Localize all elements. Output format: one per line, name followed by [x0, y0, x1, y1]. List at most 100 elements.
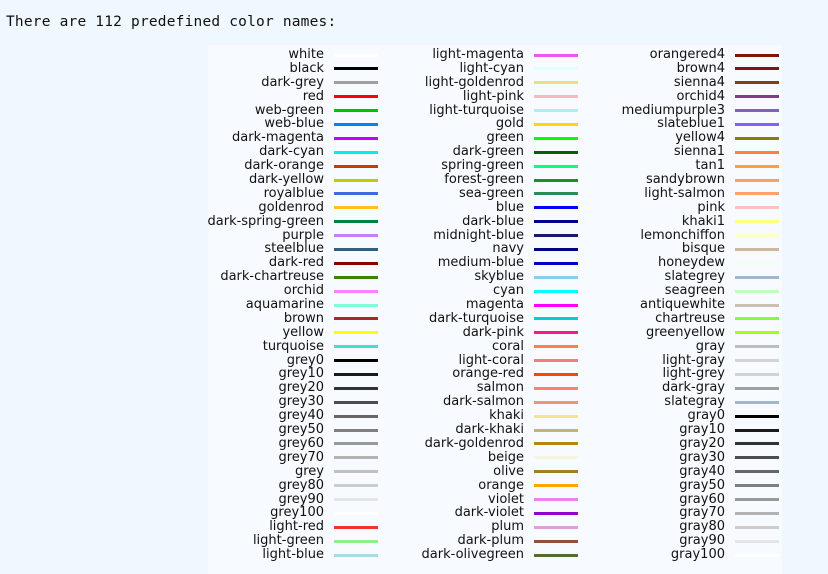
color-swatch-line [334, 386, 378, 390]
color-swatch-line [334, 484, 378, 488]
color-name-label: antiquewhite [640, 297, 725, 313]
color-swatch-line [735, 150, 779, 154]
color-row: orchid [209, 284, 378, 298]
color-row: mediumpurple3 [620, 103, 779, 118]
color-name-label: gray [695, 338, 725, 354]
color-swatch-line [735, 109, 779, 113]
color-name-label: brown4 [676, 60, 725, 76]
color-name-label: dark-spring-green [207, 213, 325, 229]
color-name-label: midnight-blue [433, 227, 524, 243]
color-swatch-line [735, 456, 779, 460]
color-row: gray0 [620, 409, 779, 423]
color-swatch-line [334, 442, 378, 446]
color-row: light-cyan [420, 61, 578, 76]
color-name-label: beige [487, 449, 524, 465]
color-name-label: grey40 [278, 408, 324, 424]
color-swatch-line [334, 150, 378, 154]
color-name-label: grey30 [278, 394, 324, 410]
color-swatch-line [534, 386, 578, 390]
color-name-label: light-red [269, 519, 324, 535]
color-name-label: light-pink [462, 88, 524, 104]
color-name-label: dark-violet [454, 505, 524, 521]
color-name-label: yellow4 [675, 130, 725, 146]
color-row: khaki1 [620, 214, 779, 229]
color-row: seagreen [620, 284, 779, 298]
color-row: dark-grey [209, 75, 378, 90]
color-row: slategrey [620, 270, 779, 284]
color-row: slategray [620, 395, 779, 409]
color-row: brown [209, 312, 378, 326]
color-name-label: grey10 [278, 366, 324, 382]
color-name-label: light-goldenrod [424, 74, 524, 90]
color-name-label: web-green [254, 102, 324, 118]
color-panel [208, 45, 782, 574]
color-name-label: grey [294, 463, 324, 479]
color-swatch-line [735, 484, 779, 488]
color-swatch-line [735, 317, 779, 321]
color-swatch-line [735, 331, 779, 335]
color-row: medium-blue [420, 256, 578, 270]
color-name-label: violet [488, 491, 524, 507]
color-swatch-line [534, 136, 578, 140]
color-name-label: cyan [492, 283, 524, 299]
color-row: gray20 [620, 437, 779, 451]
color-row: grey100 [209, 506, 378, 520]
color-swatch-line [735, 220, 779, 224]
color-swatch-line [534, 359, 578, 363]
color-name-label: dark-green [452, 144, 524, 160]
color-swatch-line [334, 67, 378, 71]
color-name-label: dark-cyan [259, 144, 324, 160]
color-row: gray [620, 338, 779, 354]
color-swatch-line [334, 400, 378, 404]
color-row: light-gray [620, 353, 779, 368]
color-row: bisque [620, 242, 779, 256]
color-swatch-line [534, 553, 578, 557]
color-name-label: gray0 [687, 408, 725, 424]
color-swatch-line [334, 192, 378, 196]
color-name-label: dark-magenta [232, 130, 324, 146]
color-name-label: grey80 [278, 477, 324, 493]
color-name-label: dark-olivegreen [421, 547, 524, 563]
color-name-label: sandybrown [645, 172, 725, 188]
color-row: grey [209, 463, 378, 479]
color-swatch-line [735, 303, 779, 307]
color-name-label: forest-green [444, 172, 524, 188]
color-name-label: dark-goldenrod [424, 435, 524, 451]
color-row: dark-green [420, 145, 578, 159]
color-name-label: grey60 [278, 435, 324, 451]
color-swatch-line [334, 220, 378, 224]
color-swatch-line [534, 498, 578, 501]
color-row: grey90 [209, 492, 378, 507]
color-row: slateblue1 [620, 117, 779, 131]
color-swatch-line [735, 164, 779, 168]
color-swatch-line [334, 136, 378, 140]
color-row: plum [420, 520, 578, 534]
color-swatch-line [534, 317, 578, 321]
color-swatch-line [534, 122, 578, 126]
color-row: red [209, 89, 378, 104]
color-row: light-coral [420, 353, 578, 368]
color-swatch-line [735, 345, 779, 349]
color-swatch-line [334, 289, 378, 293]
color-swatch-line [735, 414, 779, 418]
color-name-label: gray30 [679, 449, 725, 465]
color-swatch-line [534, 525, 578, 529]
color-name-label: brown [283, 310, 324, 326]
color-swatch-line [735, 428, 779, 432]
color-name-label: dark-khaki [455, 422, 524, 438]
color-row: web-blue [209, 117, 378, 131]
color-swatch-line [334, 414, 378, 418]
color-row: dark-plum [420, 534, 578, 548]
color-row: violet [420, 491, 578, 507]
color-row: dark-pink [420, 325, 578, 340]
color-row: sandybrown [620, 173, 779, 187]
color-swatch-line [735, 95, 779, 99]
color-row: gray40 [620, 464, 779, 479]
color-row: green [420, 131, 578, 145]
page-heading: There are 112 predefined color names: [6, 14, 337, 30]
color-swatch-line [534, 428, 578, 432]
color-swatch-line [534, 247, 578, 251]
color-row: light-blue [209, 548, 378, 562]
color-row: cyan [420, 284, 578, 298]
color-name-label: web-blue [264, 116, 324, 132]
